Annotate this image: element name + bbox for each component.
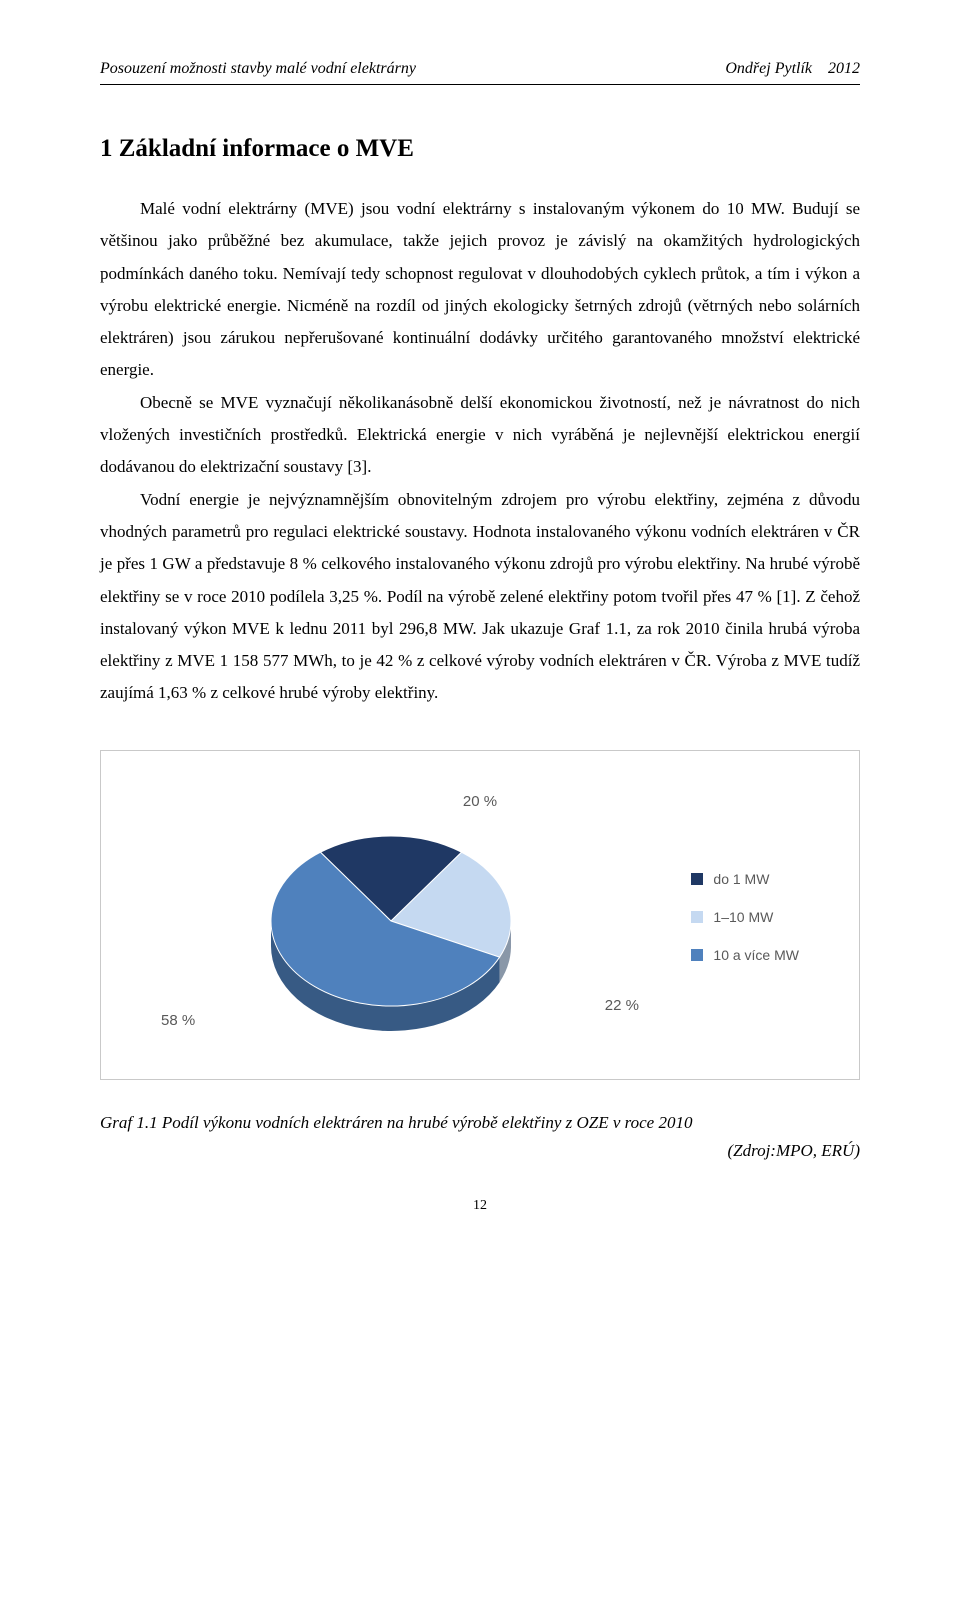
header-right: Ondřej Pytlík 2012 xyxy=(725,60,860,78)
legend-item: 1–10 MW xyxy=(691,909,799,925)
body-paragraph-3: Vodní energie je nejvýznamnějším obnovit… xyxy=(100,484,860,710)
pie-chart-area: 20 % 58 % 22 % do 1 MW 1–10 MW 10 a více… xyxy=(131,781,829,1059)
chart-caption-source: (Zdroj:MPO, ERÚ) xyxy=(100,1135,860,1167)
legend-swatch-icon xyxy=(691,949,703,961)
header-left: Posouzení možnosti stavby malé vodní ele… xyxy=(100,60,416,78)
chart-caption: Graf 1.1 Podíl výkonu vodních elektráren… xyxy=(100,1110,860,1136)
legend-swatch-icon xyxy=(691,911,703,923)
legend-item: do 1 MW xyxy=(691,871,799,887)
page-title: 1 Základní informace o MVE xyxy=(100,135,860,163)
legend-label: 1–10 MW xyxy=(713,909,773,925)
body-paragraph-2: Obecně se MVE vyznačují několikanásobně … xyxy=(100,387,860,484)
legend-swatch-icon xyxy=(691,873,703,885)
body-paragraph-1: Malé vodní elektrárny (MVE) jsou vodní e… xyxy=(100,193,860,387)
chart-label-left: 58 % xyxy=(161,1012,195,1029)
pie-chart-container: 20 % 58 % 22 % do 1 MW 1–10 MW 10 a více… xyxy=(100,750,860,1080)
legend-label: do 1 MW xyxy=(713,871,769,887)
pie-chart-svg xyxy=(251,821,531,1051)
chart-legend: do 1 MW 1–10 MW 10 a více MW xyxy=(691,871,799,985)
pie-wrapper xyxy=(251,821,531,1056)
page-header: Posouzení možnosti stavby malé vodní ele… xyxy=(100,60,860,85)
chart-label-right: 22 % xyxy=(605,997,639,1014)
chart-label-top: 20 % xyxy=(463,793,497,810)
legend-item: 10 a více MW xyxy=(691,947,799,963)
legend-label: 10 a více MW xyxy=(713,947,799,963)
page-number: 12 xyxy=(100,1193,860,1220)
